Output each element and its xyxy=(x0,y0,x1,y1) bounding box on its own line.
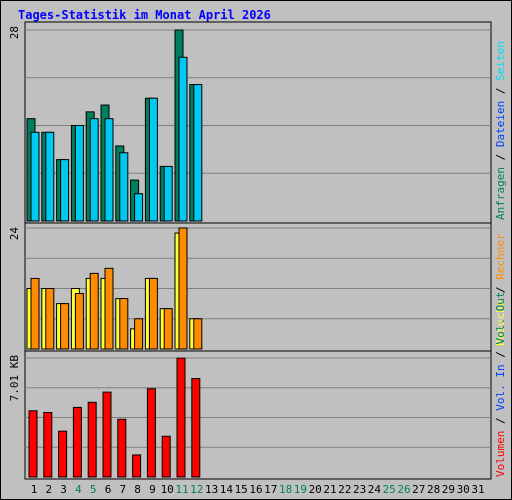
x-tick-label: 11 xyxy=(175,483,188,496)
x-tick-label: 19 xyxy=(294,483,307,496)
legend-item: Anfragen xyxy=(494,167,507,220)
x-tick-label: 22 xyxy=(338,483,351,496)
legend-item: Besuche xyxy=(494,300,507,346)
y-max-label: 7.01 KB xyxy=(8,355,21,402)
bar-rechner-day-10 xyxy=(163,308,173,350)
x-tick-label: 1 xyxy=(31,483,38,496)
x-tick-label: 23 xyxy=(353,483,366,496)
bar-dateien-day-1 xyxy=(30,131,40,222)
x-tick-label: 14 xyxy=(220,483,234,496)
bar-rechner-day-3 xyxy=(60,303,70,350)
x-tick-label: 10 xyxy=(161,483,174,496)
legend-top_panel: Anfragen / Dateien / Seiten xyxy=(494,41,507,220)
bar-dateien-day-4 xyxy=(74,125,84,222)
y-max-label: 24 xyxy=(8,227,21,241)
x-tick-label: 24 xyxy=(368,483,382,496)
x-tick-label: 9 xyxy=(149,483,156,496)
x-tick-label: 29 xyxy=(442,483,455,496)
bar-dateien-day-5 xyxy=(89,118,99,222)
bar-dateien-day-7 xyxy=(119,152,129,222)
x-tick-label: 26 xyxy=(397,483,410,496)
x-tick-label: 8 xyxy=(134,483,141,496)
x-tick-label: 2 xyxy=(45,483,52,496)
x-tick-label: 17 xyxy=(264,483,277,496)
chart-title: Tages-Statistik im Monat April 2026 xyxy=(18,8,271,22)
legend-item: Vol. In xyxy=(494,364,507,410)
x-tick-label: 4 xyxy=(75,483,82,496)
bar-volumen-day-10 xyxy=(161,435,171,478)
bar-volumen-day-7 xyxy=(117,418,127,478)
bar-dateien-day-11 xyxy=(178,56,188,222)
bar-dateien-day-6 xyxy=(104,118,114,222)
x-tick-label: 31 xyxy=(471,483,484,496)
x-tick-label: 7 xyxy=(119,483,126,496)
legend-separator: / xyxy=(494,81,507,101)
legend-separator: / xyxy=(494,345,507,365)
bar-volumen-day-9 xyxy=(146,388,156,478)
x-tick-label: 12 xyxy=(190,483,203,496)
x-tick-label: 18 xyxy=(279,483,292,496)
bar-rechner-day-2 xyxy=(45,288,55,350)
bar-dateien-day-12 xyxy=(193,84,203,222)
bar-rechner-day-9 xyxy=(148,277,158,350)
x-tick-label: 3 xyxy=(60,483,67,496)
bar-volumen-day-4 xyxy=(72,406,82,478)
bar-volumen-day-8 xyxy=(132,454,142,478)
x-tick-label: 6 xyxy=(105,483,112,496)
bar-dateien-day-8 xyxy=(134,193,144,222)
x-tick-label: 13 xyxy=(205,483,218,496)
legend-item: Dateien xyxy=(494,101,507,147)
bar-volumen-day-11 xyxy=(176,357,186,478)
x-tick-label: 5 xyxy=(90,483,97,496)
bar-dateien-day-3 xyxy=(60,159,70,222)
legend-bottom_panel: Volumen / Vol. In / Vol. Out xyxy=(494,292,507,477)
x-tick-label: 20 xyxy=(309,483,322,496)
x-tick-label: 30 xyxy=(457,483,470,496)
bar-rechner-day-8 xyxy=(134,318,144,350)
x-tick-label: 21 xyxy=(323,483,336,496)
legend-separator: / xyxy=(494,147,507,167)
legend-item: Rechner xyxy=(494,233,507,280)
legend-middle_panel: Besuche / Rechner xyxy=(494,233,507,346)
x-tick-label: 15 xyxy=(235,483,248,496)
bar-volumen-day-3 xyxy=(58,430,68,478)
bar-volumen-day-1 xyxy=(28,410,38,478)
bar-volumen-day-6 xyxy=(102,391,112,478)
bar-volumen-day-5 xyxy=(87,401,97,478)
bar-rechner-day-12 xyxy=(193,318,203,350)
bar-rechner-day-1 xyxy=(30,277,40,350)
legend-separator: / xyxy=(494,280,507,300)
bar-rechner-day-5 xyxy=(89,272,99,350)
x-tick-label: 28 xyxy=(427,483,440,496)
bar-dateien-day-9 xyxy=(148,97,158,222)
bar-rechner-day-11 xyxy=(178,227,188,350)
x-tick-label: 25 xyxy=(383,483,396,496)
bar-rechner-day-7 xyxy=(119,298,129,350)
legend-separator: / xyxy=(494,411,507,431)
x-tick-label: 27 xyxy=(412,483,425,496)
bar-dateien-day-2 xyxy=(45,131,55,222)
y-max-label: 28 xyxy=(8,26,21,39)
legend-item: Vol. Out xyxy=(494,292,507,345)
legend-item: Seiten xyxy=(494,41,507,81)
bar-rechner-day-6 xyxy=(104,267,114,350)
x-tick-label: 16 xyxy=(249,483,262,496)
bar-volumen-day-12 xyxy=(191,378,201,478)
bar-volumen-day-2 xyxy=(43,411,53,478)
bar-rechner-day-4 xyxy=(74,293,84,350)
bar-dateien-day-10 xyxy=(163,165,173,222)
legend-item: Volumen xyxy=(494,431,507,477)
